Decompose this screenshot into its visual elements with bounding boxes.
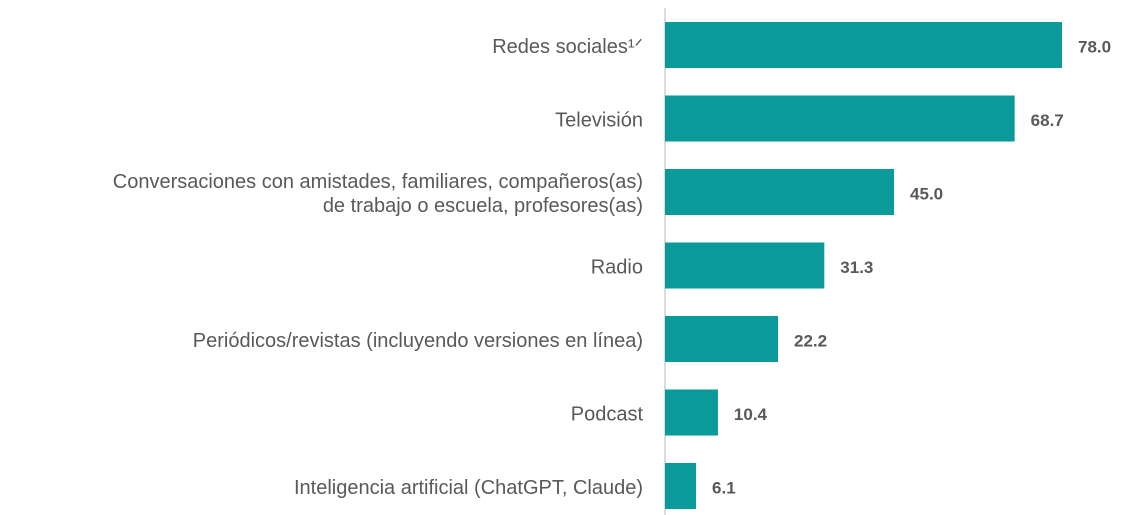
- bar: [665, 316, 778, 362]
- category-label: Televisión: [555, 110, 643, 132]
- value-label: 10.4: [734, 405, 768, 424]
- value-label: 68.7: [1031, 111, 1064, 130]
- bar: [665, 95, 1015, 142]
- value-label: 78.0: [1078, 37, 1111, 56]
- category-label: Podcast: [571, 404, 644, 426]
- bar: [665, 242, 825, 289]
- bar: [665, 169, 895, 215]
- value-label: 22.2: [794, 331, 827, 350]
- category-label: Inteligencia artificial (ChatGPT, Claude…: [294, 477, 643, 499]
- category-label: Radio: [591, 257, 643, 279]
- value-label: 6.1: [712, 478, 736, 497]
- bar: [665, 22, 1062, 68]
- bar: [665, 463, 697, 509]
- value-label: 31.3: [840, 258, 873, 277]
- bar: [665, 389, 718, 436]
- category-label: Periódicos/revistas (incluyendo versione…: [193, 330, 643, 352]
- category-label: Redes sociales¹ᐟ: [492, 36, 643, 58]
- category-label: Conversaciones con amistades, familiares…: [113, 171, 643, 217]
- value-label: 45.0: [910, 184, 943, 203]
